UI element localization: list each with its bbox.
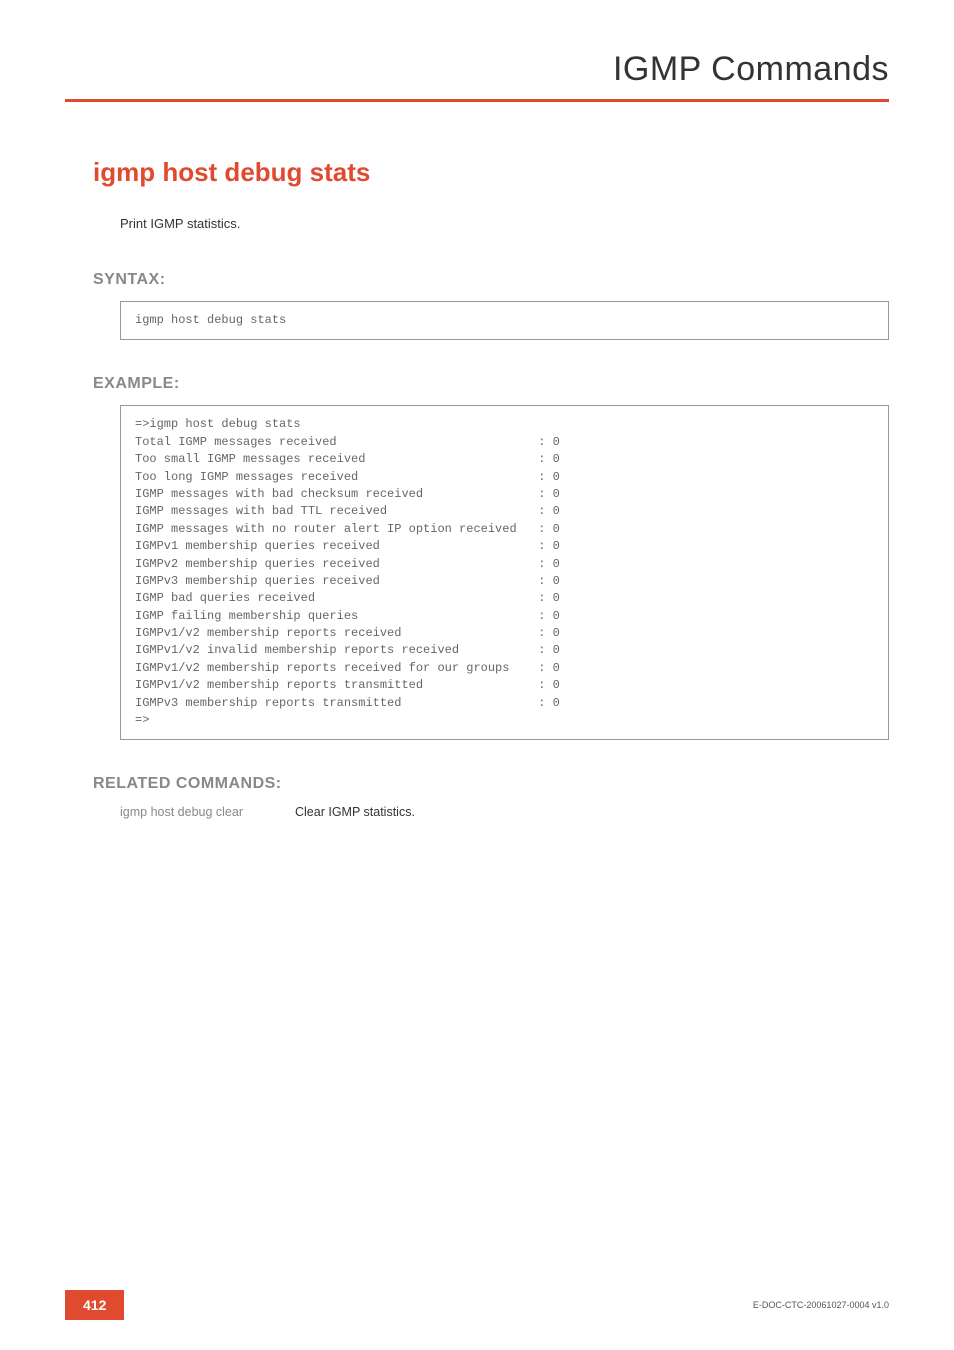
example-heading: EXAMPLE: <box>93 375 889 393</box>
related-command-desc: Clear IGMP statistics. <box>295 805 415 819</box>
page-number: 412 <box>65 1290 124 1320</box>
related-command-name: igmp host debug clear <box>120 805 295 819</box>
related-row: igmp host debug clear Clear IGMP statist… <box>120 805 889 819</box>
syntax-code-box: igmp host debug stats <box>120 301 889 340</box>
related-commands-table: igmp host debug clear Clear IGMP statist… <box>120 805 889 819</box>
command-title: igmp host debug stats <box>93 157 889 188</box>
page-footer: 412 E-DOC-CTC-20061027-0004 v1.0 <box>0 1290 954 1320</box>
header-divider <box>65 99 889 102</box>
description-text: Print IGMP statistics. <box>120 216 889 231</box>
document-id: E-DOC-CTC-20061027-0004 v1.0 <box>753 1300 889 1310</box>
related-commands-heading: RELATED COMMANDS: <box>93 775 889 793</box>
syntax-heading: SYNTAX: <box>93 271 889 289</box>
chapter-title: IGMP Commands <box>65 50 889 89</box>
example-code-box: =>igmp host debug stats Total IGMP messa… <box>120 405 889 740</box>
